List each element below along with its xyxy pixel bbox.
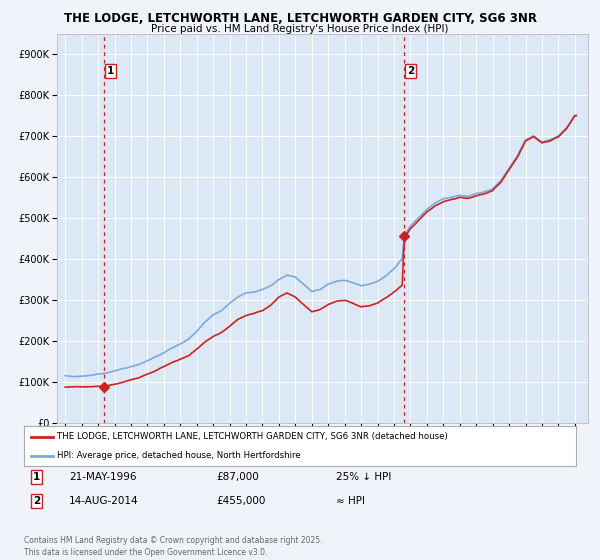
Text: THE LODGE, LETCHWORTH LANE, LETCHWORTH GARDEN CITY, SG6 3NR (detached house): THE LODGE, LETCHWORTH LANE, LETCHWORTH G… (57, 432, 448, 441)
Text: THE LODGE, LETCHWORTH LANE, LETCHWORTH GARDEN CITY, SG6 3NR: THE LODGE, LETCHWORTH LANE, LETCHWORTH G… (64, 12, 536, 25)
Text: £455,000: £455,000 (216, 496, 265, 506)
Text: 1: 1 (107, 67, 114, 76)
Text: 1: 1 (33, 472, 40, 482)
Text: 14-AUG-2014: 14-AUG-2014 (69, 496, 139, 506)
Text: 25% ↓ HPI: 25% ↓ HPI (336, 472, 391, 482)
Text: 2: 2 (407, 67, 414, 76)
Text: Price paid vs. HM Land Registry's House Price Index (HPI): Price paid vs. HM Land Registry's House … (151, 24, 449, 34)
Text: ≈ HPI: ≈ HPI (336, 496, 365, 506)
Text: HPI: Average price, detached house, North Hertfordshire: HPI: Average price, detached house, Nort… (57, 451, 301, 460)
Text: 2: 2 (33, 496, 40, 506)
Bar (57, 34, 70, 423)
Text: £87,000: £87,000 (216, 472, 259, 482)
Text: 21-MAY-1996: 21-MAY-1996 (69, 472, 137, 482)
Text: Contains HM Land Registry data © Crown copyright and database right 2025.
This d: Contains HM Land Registry data © Crown c… (24, 536, 323, 557)
